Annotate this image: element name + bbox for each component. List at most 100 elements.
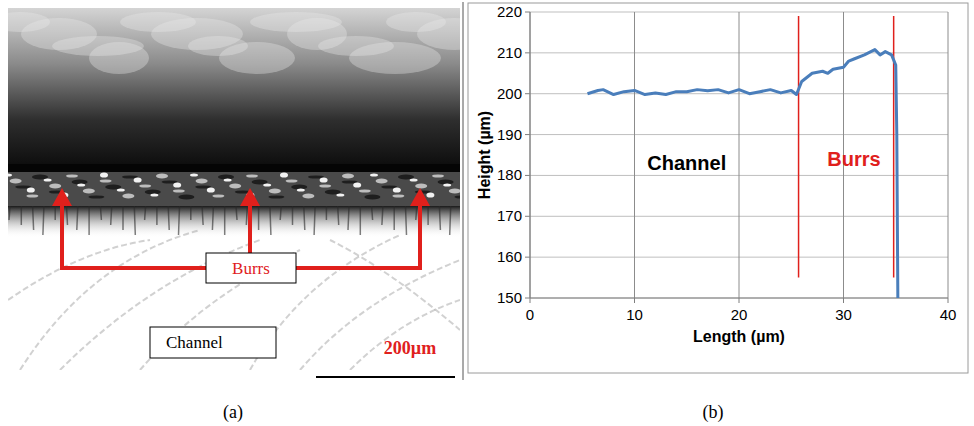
tick-y (525, 257, 530, 258)
burr-streak (88, 195, 104, 198)
channel-box (150, 327, 276, 358)
tick-label-x: 40 (940, 306, 957, 323)
burr-streak (26, 194, 38, 197)
dark-region (8, 8, 460, 168)
burr-shadow (190, 206, 192, 220)
fade (8, 206, 460, 238)
burr-streak (393, 187, 401, 192)
burr-streak (353, 182, 361, 187)
burr-streak (449, 188, 460, 193)
burr-streak (134, 177, 142, 182)
burr-streak (212, 194, 224, 197)
burr-streak (426, 192, 434, 197)
burr-shadow (33, 206, 34, 230)
burrs-box (206, 253, 296, 283)
burr-streak (268, 195, 284, 198)
texture-arc (300, 260, 460, 370)
burr-streak (359, 189, 371, 192)
axis-title-x: Length (µm) (693, 328, 785, 345)
burr-streak (320, 177, 328, 182)
burr-shadow (134, 206, 135, 235)
marker-line (798, 16, 800, 277)
tick-label-y: 210 (497, 44, 522, 61)
cloud (89, 42, 149, 74)
tick-label-y: 150 (497, 289, 522, 306)
grid (525, 12, 948, 303)
cloud (219, 42, 295, 74)
tick-label-x: 20 (731, 306, 748, 323)
burr-streak (44, 178, 52, 181)
tick-x (948, 298, 949, 303)
tick-label-y: 170 (497, 207, 522, 224)
grid-line-y (530, 298, 948, 299)
arrow-head (240, 188, 260, 206)
burr-shadow (372, 206, 373, 220)
tick-y (525, 52, 530, 53)
burr-streak (263, 183, 271, 186)
scale-bar (316, 376, 455, 378)
burr-shadow (382, 206, 383, 225)
burr-streak (392, 194, 404, 197)
grid-line-x (530, 12, 531, 298)
burr-shadow (338, 206, 339, 225)
arrow-head (52, 188, 72, 206)
arrow-shaft (60, 204, 64, 270)
burr-streak (269, 188, 281, 193)
grid-line-x (948, 12, 949, 298)
tick-y (525, 93, 530, 94)
burr-streak (443, 183, 451, 186)
burr-streak (370, 173, 378, 176)
burr-streak (432, 174, 444, 177)
burr-shadow (236, 206, 237, 220)
burr-streak (139, 184, 151, 187)
tick-y (525, 175, 530, 176)
burr-shadow (88, 206, 90, 235)
burr-streak (100, 179, 112, 182)
burr-shadow (439, 206, 440, 230)
tick-label-x: 30 (835, 306, 852, 323)
burr-shadow (326, 206, 328, 220)
tick-label-y: 190 (497, 126, 522, 143)
panel-divider (463, 2, 464, 380)
burr-streak (100, 172, 108, 177)
tick-x (739, 298, 740, 303)
tick-label-y: 200 (497, 85, 522, 102)
cloud (417, 18, 460, 50)
grid-line-x (634, 12, 635, 298)
texture-arc (330, 240, 460, 330)
burr-shadow (43, 206, 44, 235)
axis-x (530, 298, 948, 299)
burr-shadow (224, 206, 226, 235)
burr-streak (364, 194, 380, 199)
chart-frame (468, 3, 968, 373)
burr-shadow (280, 206, 281, 220)
burr-streak (77, 183, 85, 186)
panel-label: (b) (703, 402, 724, 423)
burr-streak (286, 179, 298, 182)
burr-shadow (348, 206, 349, 230)
tick-label-y: 180 (497, 166, 522, 183)
burr-shadow (122, 206, 124, 230)
tick-y (525, 298, 530, 299)
burr-streak (224, 178, 232, 181)
burr-shadow (450, 206, 451, 235)
burr-shadow (21, 206, 23, 225)
texture-arc (350, 300, 460, 370)
burr-streak (415, 183, 427, 188)
burrs-label: Burrs (232, 259, 270, 278)
burr-shadow (100, 206, 101, 220)
annotation: Burrs (827, 148, 880, 170)
tick-label-y: 160 (497, 248, 522, 265)
burr-shadow (258, 206, 260, 230)
cloud (349, 42, 441, 74)
burr-streak (49, 183, 61, 188)
burr-shadow (156, 206, 158, 225)
burr-streak (196, 178, 208, 183)
annotation: Channel (647, 152, 726, 174)
tick-x (634, 298, 635, 303)
figure: BurrsChannel200µm(a)(b)15016017018019020… (0, 0, 974, 426)
burr-streak (302, 193, 314, 198)
tick-x (843, 298, 844, 303)
scale-bar-label: 200µm (384, 338, 436, 358)
burr-streak (156, 173, 168, 178)
